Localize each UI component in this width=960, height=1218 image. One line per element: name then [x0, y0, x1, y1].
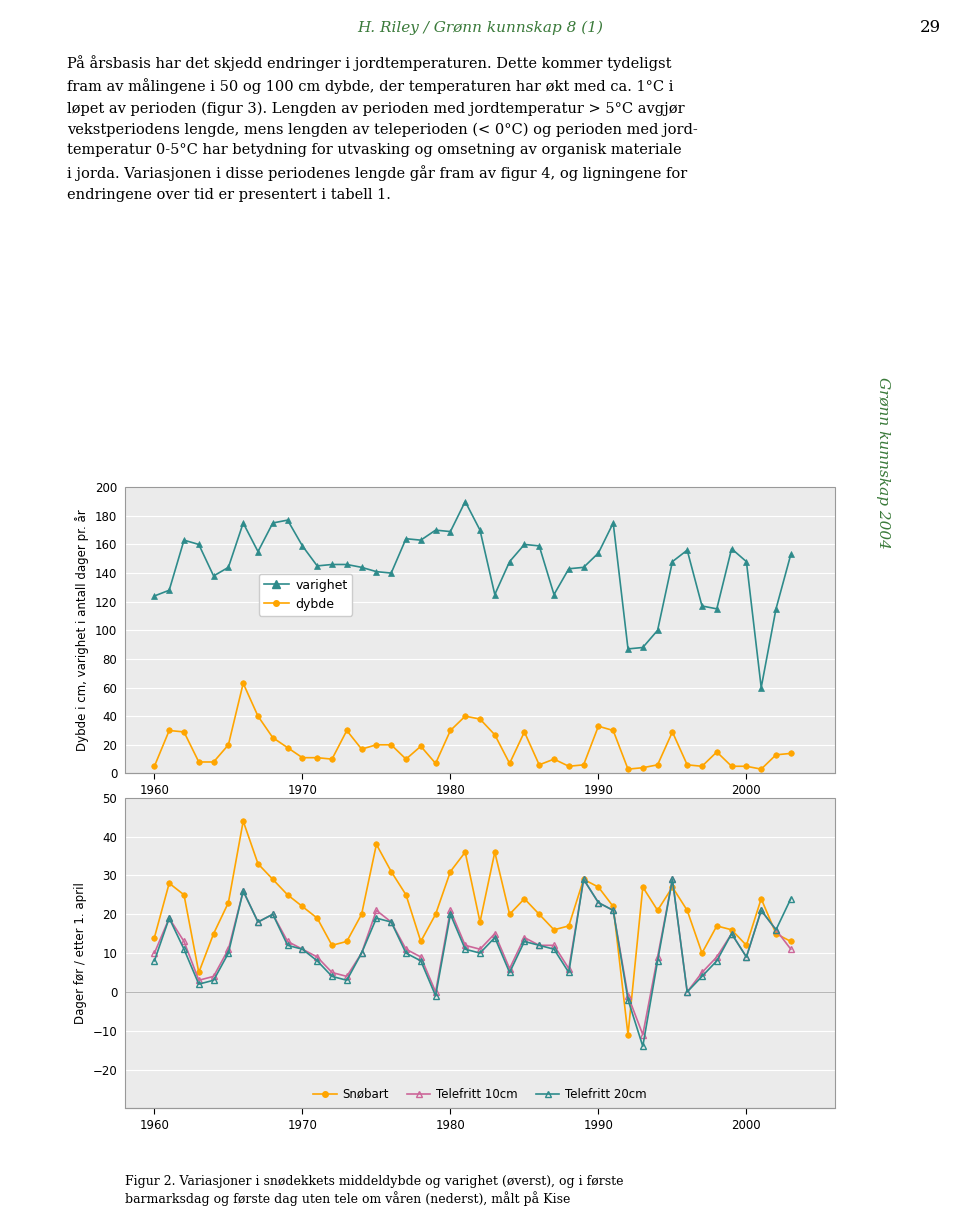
Legend: Snøbart, Telefritt 10cm, Telefritt 20cm: Snøbart, Telefritt 10cm, Telefritt 20cm [308, 1083, 652, 1106]
Text: 29: 29 [920, 19, 941, 35]
Text: Grønn kunnskap 2004: Grønn kunnskap 2004 [876, 376, 890, 549]
Text: På årsbasis har det skjedd endringer i jordtemperaturen. Dette kommer tydeligst
: På årsbasis har det skjedd endringer i j… [67, 55, 698, 201]
Text: H. Riley / Grønn kunnskap 8 (1): H. Riley / Grønn kunnskap 8 (1) [357, 21, 603, 34]
Y-axis label: Dager før / etter 1. april: Dager før / etter 1. april [74, 882, 86, 1024]
Legend: varighet, dybde: varighet, dybde [259, 574, 352, 616]
Y-axis label: Dybde i cm, varighet i antall dager pr. år: Dybde i cm, varighet i antall dager pr. … [75, 509, 89, 752]
Text: Figur 2. Variasjoner i snødekkets middeldybde og varighet (øverst), og i første
: Figur 2. Variasjoner i snødekkets middel… [125, 1175, 623, 1206]
